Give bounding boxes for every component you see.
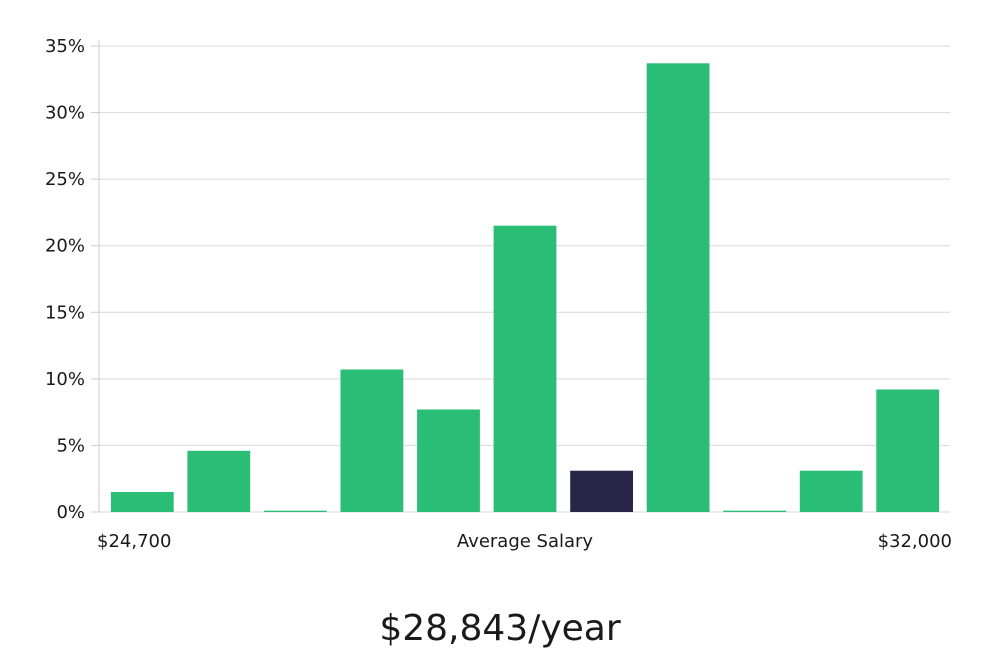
x-left-label: $24,700 [97, 531, 171, 552]
y-tick-label: 15% [45, 302, 85, 323]
bar [723, 510, 787, 512]
bar [493, 225, 557, 512]
x-axis-title: Average Salary [457, 531, 594, 552]
y-axis-ticks: 0% 5% 10% 15% 20% 25% 30% 35% [45, 36, 99, 523]
bar [187, 450, 251, 512]
x-right-label: $32,000 [878, 531, 952, 552]
y-tick-label: 35% [45, 36, 85, 57]
y-tick-label: 5% [56, 435, 85, 456]
bar [646, 63, 710, 513]
y-tick-label: 10% [45, 369, 85, 390]
bar [110, 492, 174, 512]
bar [340, 369, 404, 512]
bar [264, 510, 327, 512]
salary-histogram: 0% 5% 10% 15% 20% 25% 30% 35% $24,700 Average S… [45, 36, 952, 552]
y-tick-label: 0% [56, 502, 85, 523]
bar-highlighted [570, 470, 633, 512]
bar [417, 409, 480, 512]
bars [110, 63, 940, 513]
bar [876, 389, 940, 512]
y-tick-label: 25% [45, 169, 85, 190]
average-salary-summary: $28,843/year [379, 608, 621, 649]
bar [799, 470, 863, 512]
y-tick-label: 20% [45, 236, 85, 257]
y-tick-label: 30% [45, 103, 85, 124]
